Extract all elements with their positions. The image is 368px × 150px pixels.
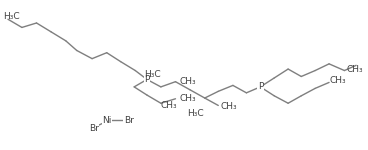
Text: CH₃: CH₃ <box>330 76 346 85</box>
Text: Br: Br <box>124 116 134 125</box>
Text: CH₃: CH₃ <box>179 77 196 86</box>
Text: Ni: Ni <box>102 116 112 125</box>
Text: CH₃: CH₃ <box>161 101 177 110</box>
Text: CH₃: CH₃ <box>179 94 196 103</box>
Text: CH₃: CH₃ <box>346 64 363 74</box>
Text: Br: Br <box>89 124 99 133</box>
Text: H₃C: H₃C <box>4 12 20 21</box>
Text: H₃C: H₃C <box>187 110 204 118</box>
Text: P: P <box>144 75 150 84</box>
Text: P: P <box>258 82 263 91</box>
Text: H₃C: H₃C <box>144 70 161 79</box>
Text: CH₃: CH₃ <box>220 102 237 111</box>
